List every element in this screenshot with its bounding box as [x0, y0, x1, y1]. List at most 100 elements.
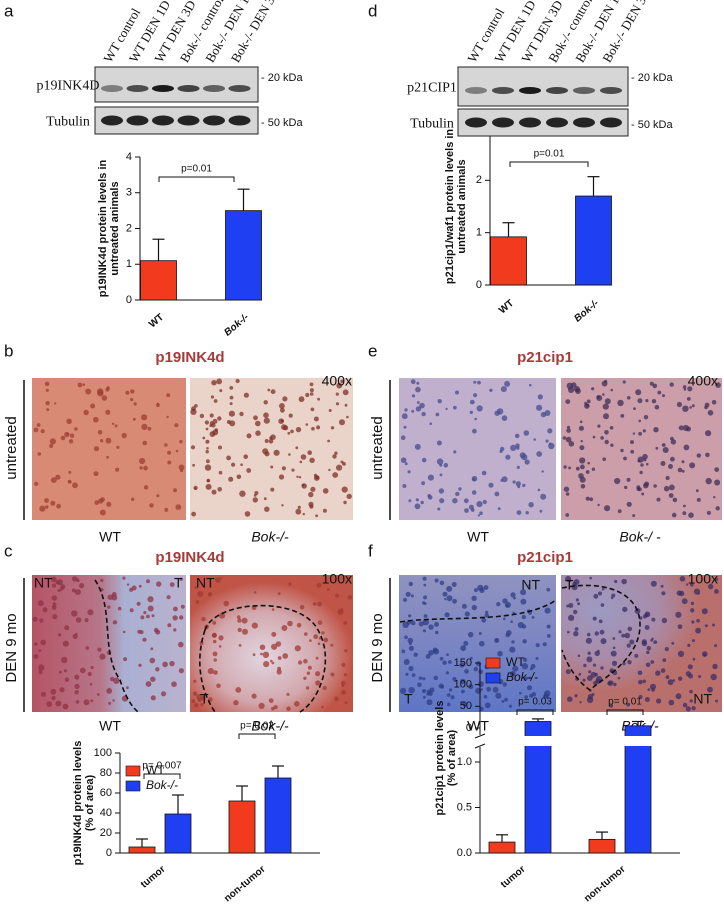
row-label: DEN 9 mo [3, 613, 20, 682]
nucleus [565, 669, 571, 675]
nucleus [668, 493, 674, 498]
nucleus [663, 485, 670, 492]
image-caption: Bok-/ - [619, 529, 661, 545]
nucleus [626, 501, 632, 507]
nucleus [242, 628, 248, 635]
nucleus [477, 514, 481, 517]
nucleus [494, 638, 500, 643]
nucleus [442, 591, 448, 597]
nucleus [291, 468, 295, 472]
nucleus [574, 627, 579, 631]
nucleus [279, 403, 285, 409]
nucleus [282, 653, 289, 659]
nucleus [343, 621, 348, 625]
nucleus [600, 603, 605, 607]
nucleus [105, 387, 110, 392]
nucleus [38, 664, 45, 671]
nucleus [343, 673, 347, 677]
nucleus [33, 654, 39, 659]
nucleus [217, 487, 222, 492]
nucleus [317, 601, 322, 607]
nucleus [322, 508, 327, 513]
nucleus [644, 697, 650, 702]
nucleus [173, 606, 178, 612]
nucleus [85, 646, 90, 650]
nucleus [433, 675, 439, 681]
nucleus [332, 454, 337, 459]
nucleus [689, 406, 692, 409]
nucleus [51, 576, 57, 583]
nucleus [471, 595, 477, 601]
nucleus [411, 409, 415, 413]
nucleus [401, 649, 406, 654]
nucleus [577, 602, 581, 606]
nucleus [138, 663, 142, 667]
y-tick-label: 40 [100, 807, 112, 819]
nucleus [610, 443, 614, 447]
y-axis-label: p19INK4d protein levels in [97, 159, 109, 297]
nucleus [341, 486, 348, 493]
nucleus [309, 388, 314, 393]
nucleus [46, 701, 53, 707]
nucleus [101, 395, 108, 401]
nucleus [440, 685, 445, 689]
nucleus [500, 446, 505, 452]
magnification: 100x [688, 571, 718, 587]
nucleus [143, 611, 147, 615]
nucleus [404, 408, 408, 412]
nucleus [68, 470, 72, 474]
nucleus [710, 673, 717, 681]
nucleus [472, 428, 477, 434]
band [519, 117, 541, 128]
nucleus [83, 699, 90, 706]
y-axis-label: untreated animals [456, 159, 468, 253]
nucleus [428, 624, 434, 630]
nucleus [407, 470, 411, 474]
annotation: p=0.01 [181, 164, 212, 175]
nucleus [467, 631, 474, 638]
nucleus [504, 380, 511, 387]
image-caption: Bok-/- [251, 718, 289, 734]
nucleus [166, 415, 169, 419]
nucleus [237, 618, 242, 623]
nucleus [340, 460, 344, 464]
nucleus [637, 670, 643, 676]
nucleus [630, 440, 634, 445]
nucleus [419, 402, 425, 409]
nucleus [437, 399, 442, 404]
nucleus [521, 663, 529, 670]
significance-bracket [509, 161, 589, 167]
nucleus [422, 576, 427, 581]
nucleus [209, 413, 214, 418]
nucleus [452, 598, 457, 604]
nucleus [504, 697, 508, 702]
nucleus [280, 419, 284, 423]
nucleus [705, 430, 712, 437]
nucleus [309, 392, 314, 396]
nucleus [334, 696, 339, 701]
nucleus [44, 381, 50, 387]
nucleus [55, 474, 61, 480]
nucleus [672, 497, 678, 503]
nucleus [496, 408, 504, 415]
magnification: 400x [688, 373, 718, 389]
legend-swatch [125, 780, 141, 792]
nucleus [410, 379, 416, 385]
nucleus [57, 588, 61, 593]
nucleus [215, 577, 221, 583]
nucleus [271, 661, 275, 665]
nucleus [653, 427, 659, 433]
nucleus [87, 609, 94, 616]
nucleus [190, 445, 196, 450]
nucleus [273, 449, 280, 456]
nucleus [296, 622, 302, 628]
nucleus [288, 582, 292, 586]
nucleus [660, 461, 666, 466]
nucleus [421, 688, 427, 694]
nucleus [402, 484, 407, 488]
nucleus [306, 671, 311, 675]
nucleus [422, 677, 426, 681]
nucleus [252, 497, 258, 503]
nucleus [313, 475, 320, 481]
nucleus [294, 645, 301, 652]
